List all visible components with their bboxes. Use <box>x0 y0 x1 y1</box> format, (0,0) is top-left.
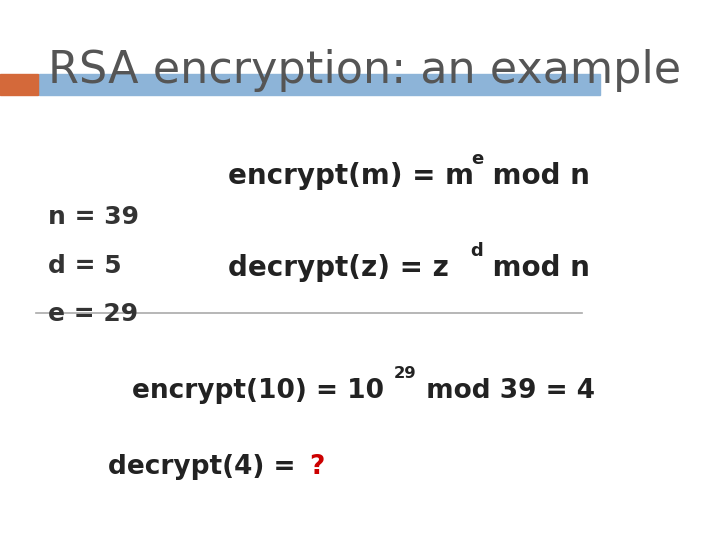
Text: decrypt(z) = z: decrypt(z) = z <box>228 254 449 282</box>
Text: 29: 29 <box>394 366 416 381</box>
Text: d = 5: d = 5 <box>48 254 122 278</box>
Text: encrypt(m) = m: encrypt(m) = m <box>228 162 474 190</box>
Bar <box>39 74 600 94</box>
Text: RSA encryption: an example: RSA encryption: an example <box>48 49 681 92</box>
Bar <box>0 74 38 94</box>
Text: decrypt(4) =: decrypt(4) = <box>108 454 305 480</box>
Text: e: e <box>471 150 483 168</box>
Text: mod 39 = 4: mod 39 = 4 <box>417 378 595 404</box>
Text: mod n: mod n <box>483 162 590 190</box>
Text: ?: ? <box>309 454 325 480</box>
Text: n = 39: n = 39 <box>48 205 139 229</box>
Text: mod n: mod n <box>483 254 590 282</box>
Text: encrypt(10) = 10: encrypt(10) = 10 <box>132 378 384 404</box>
Text: e = 29: e = 29 <box>48 302 138 326</box>
Text: d: d <box>471 242 483 260</box>
